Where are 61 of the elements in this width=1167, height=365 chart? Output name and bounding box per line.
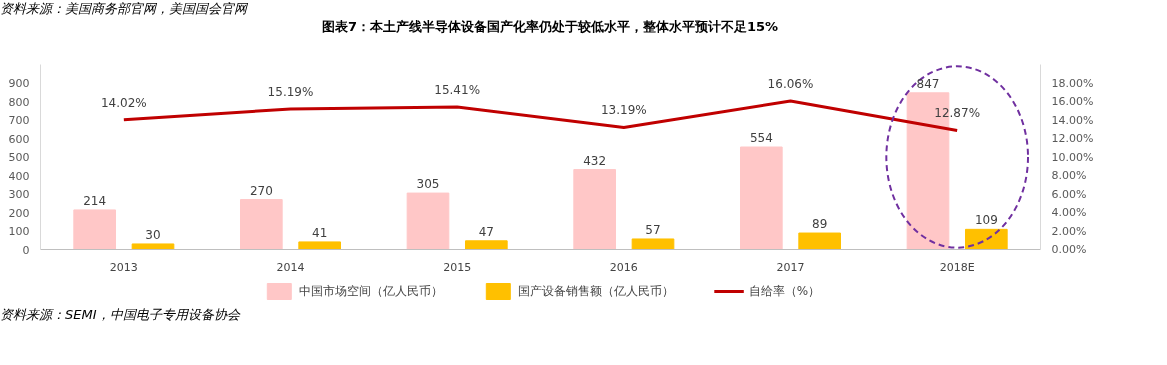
x-tick-label: 2013	[109, 260, 138, 274]
data-label: 47	[478, 224, 494, 239]
data-label: 15.19%	[267, 84, 314, 99]
bar	[240, 199, 283, 250]
y-tick-label: 300	[8, 188, 30, 201]
data-label: 41	[312, 225, 328, 240]
data-label: 13.19%	[600, 103, 647, 118]
y2-tick-label: 4.00%	[1051, 206, 1087, 219]
data-label: 89	[812, 217, 828, 232]
y-tick-label: 600	[8, 132, 30, 146]
bar	[573, 169, 616, 250]
x-tick-label: 2017	[776, 260, 805, 274]
data-label: 847	[916, 76, 940, 91]
y2-tick-label: 18.00%	[1051, 76, 1094, 90]
legend-label: 国产设备销售额（亿人民币）	[517, 282, 674, 300]
x-tick-label: 2015	[443, 260, 472, 274]
bar	[298, 241, 341, 250]
y2-tick-label: 2.00%	[1051, 224, 1087, 238]
text: 资料来源：美国商务部官网，美国国会官网	[0, 0, 247, 18]
y2-tick-label: 10.00%	[1051, 150, 1094, 164]
bar	[631, 238, 675, 250]
data-label: 16.06%	[767, 76, 814, 91]
y2-tick-label: 16.00%	[1051, 95, 1094, 108]
y-tick-label: 400	[8, 169, 30, 183]
data-label: 30	[145, 227, 161, 242]
x-tick-label: 2014	[276, 260, 305, 274]
data-label: 554	[749, 131, 773, 146]
y2-tick-label: 12.00%	[1051, 132, 1094, 145]
chart-title: 图表7：本土产线半导体设备国产化率仍处于较低水平，整体水平预计不足15%	[321, 18, 779, 36]
data-label: 14.02%	[100, 95, 147, 110]
y-tick-label: 900	[8, 77, 30, 90]
data-label: 214	[83, 193, 107, 208]
data-label: 15.41%	[434, 82, 481, 97]
x-tick-label: 2018E	[939, 260, 975, 274]
data-label: 12.87%	[934, 106, 981, 121]
data-label: 270	[249, 183, 273, 198]
bar	[131, 243, 175, 250]
bar	[73, 209, 116, 250]
y-tick-label: 100	[8, 225, 30, 238]
y-tick-label: 0	[22, 243, 30, 257]
data-label: 57	[645, 222, 661, 237]
y-tick-label: 500	[8, 151, 30, 164]
text: 资料来源：SEMI，中国电子专用设备协会	[0, 306, 240, 324]
legend-label: 自给率（%）	[748, 282, 821, 300]
y-tick-label: 700	[8, 114, 30, 127]
data-label: 432	[583, 153, 607, 168]
bar	[406, 192, 450, 250]
bar	[740, 146, 783, 250]
bar	[798, 232, 841, 250]
y2-tick-label: 0.00%	[1051, 243, 1087, 256]
y-tick-label: 800	[8, 95, 30, 109]
y2-tick-label: 14.00%	[1051, 113, 1094, 127]
data-label: 109	[974, 213, 998, 228]
y-tick-label: 200	[8, 206, 30, 220]
bar	[465, 240, 508, 250]
data-label: 305	[416, 177, 440, 192]
y2-tick-label: 6.00%	[1051, 187, 1087, 201]
x-tick-label: 2016	[609, 260, 638, 274]
legend-label: 中国市场空间（亿人民币）	[298, 282, 443, 300]
y2-tick-label: 8.00%	[1051, 169, 1087, 182]
bar	[965, 228, 1008, 250]
